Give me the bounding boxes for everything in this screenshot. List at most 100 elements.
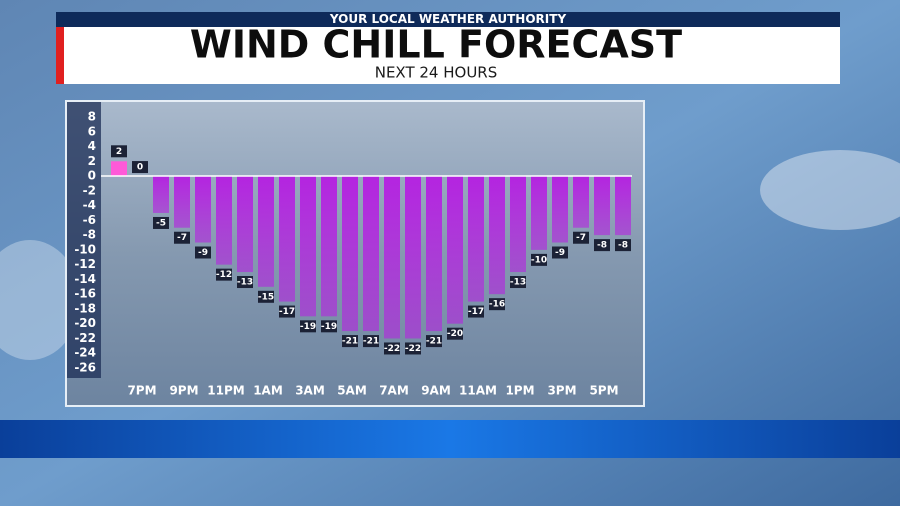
value-label-box xyxy=(321,320,337,333)
x-tick-label: 9AM xyxy=(421,384,451,398)
y-tick-label: -2 xyxy=(83,183,96,197)
banner-bar xyxy=(56,12,840,27)
value-label-box xyxy=(111,145,127,158)
y-tick-label: -20 xyxy=(74,316,96,330)
y-tick-label: -12 xyxy=(74,257,96,271)
value-label: -17 xyxy=(279,307,295,317)
chart-title: WIND CHILL FORECAST xyxy=(190,23,682,67)
x-tick-label: 7PM xyxy=(127,384,156,398)
value-label: -21 xyxy=(342,337,358,347)
value-label-box xyxy=(258,290,274,303)
value-label-box xyxy=(132,161,148,174)
value-label-box xyxy=(573,231,589,244)
value-label: -20 xyxy=(447,329,463,339)
bar xyxy=(258,176,274,287)
value-label: -9 xyxy=(555,248,565,258)
bar xyxy=(174,176,190,228)
value-label-box xyxy=(447,327,463,340)
value-label-box xyxy=(174,231,190,244)
bar xyxy=(615,176,631,236)
header-box xyxy=(56,27,840,84)
value-label: -21 xyxy=(426,337,442,347)
plot: 86420-2-4-6-8-10-12-14-16-18-20-22-24-26… xyxy=(74,110,632,398)
value-label: -10 xyxy=(531,255,547,265)
bar xyxy=(153,176,169,213)
cloud xyxy=(0,240,80,360)
y-tick-label: -10 xyxy=(74,242,96,256)
x-tick-label: 11AM xyxy=(459,384,497,398)
value-label: -13 xyxy=(510,278,526,288)
x-tick-label: 5PM xyxy=(589,384,618,398)
value-label-box xyxy=(615,239,631,252)
value-label-box xyxy=(279,305,295,318)
value-label: -16 xyxy=(489,300,505,310)
value-label-box xyxy=(237,276,253,289)
bar xyxy=(594,176,610,236)
cloud xyxy=(760,150,900,230)
value-label: -22 xyxy=(405,344,421,354)
bar xyxy=(510,176,526,273)
bar xyxy=(384,176,400,339)
y-tick-label: -4 xyxy=(83,198,96,212)
value-label: -17 xyxy=(468,307,484,317)
bar xyxy=(531,176,547,250)
bar xyxy=(468,176,484,302)
value-label-box xyxy=(510,276,526,289)
y-tick-label: -8 xyxy=(83,228,96,242)
bar xyxy=(489,176,505,295)
value-label-box xyxy=(216,268,232,281)
bar xyxy=(300,176,316,317)
value-label: -13 xyxy=(237,278,253,288)
bar xyxy=(195,176,211,243)
value-label: -8 xyxy=(597,241,607,251)
chart-subtitle: NEXT 24 HOURS xyxy=(375,64,498,82)
y-tick-label: -18 xyxy=(74,301,96,315)
value-label-box xyxy=(405,342,421,355)
bar xyxy=(237,176,253,273)
bar xyxy=(552,176,568,243)
banner: YOUR LOCAL WEATHER AUTHORITY xyxy=(329,12,567,26)
value-label-box xyxy=(594,239,610,252)
value-label-box xyxy=(300,320,316,333)
x-tick-label: 7AM xyxy=(379,384,409,398)
bar xyxy=(426,176,442,332)
y-tick-label: 8 xyxy=(88,110,96,124)
y-axis-strip xyxy=(67,102,101,378)
bar xyxy=(405,176,421,339)
x-tick-label: 3PM xyxy=(547,384,576,398)
value-label: -5 xyxy=(156,218,166,228)
value-label: 2 xyxy=(116,147,122,157)
value-label-box xyxy=(363,335,379,348)
value-label: -7 xyxy=(177,233,187,243)
value-label: -19 xyxy=(300,322,316,332)
y-tick-label: -22 xyxy=(74,331,96,345)
y-tick-label: 4 xyxy=(88,139,96,153)
y-tick-label: -24 xyxy=(74,346,96,360)
y-tick-label: -16 xyxy=(74,287,96,301)
bar xyxy=(111,161,127,177)
value-label: -21 xyxy=(363,337,379,347)
x-tick-label: 5AM xyxy=(337,384,367,398)
x-tick-label: 1PM xyxy=(505,384,534,398)
y-tick-label: 2 xyxy=(88,154,96,168)
x-tick-label: 9PM xyxy=(169,384,198,398)
x-tick-label: 11PM xyxy=(207,384,244,398)
value-label-box xyxy=(195,246,211,259)
bar xyxy=(447,176,463,324)
value-label: 0 xyxy=(137,163,143,173)
value-label-box xyxy=(468,305,484,318)
value-label-box xyxy=(426,335,442,348)
y-tick-label: -26 xyxy=(74,361,96,375)
x-tick-label: 3AM xyxy=(295,384,325,398)
y-tick-label: -6 xyxy=(83,213,96,227)
bar xyxy=(216,176,232,265)
x-tick-label: 1AM xyxy=(253,384,283,398)
y-tick-label: 0 xyxy=(88,169,96,183)
value-label: -8 xyxy=(618,241,628,251)
value-label-box xyxy=(552,246,568,259)
y-tick-label: -14 xyxy=(74,272,96,286)
bar xyxy=(363,176,379,332)
value-label: -12 xyxy=(216,270,232,280)
